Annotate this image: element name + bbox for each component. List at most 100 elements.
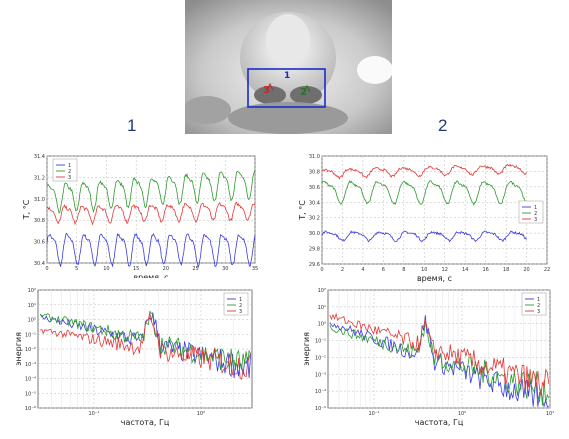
series-line-2 [329,320,550,406]
x-tick-label: 10 [103,266,109,272]
y-tick-label: 10⁻² [315,355,326,361]
x-tick-label: 16 [482,267,488,273]
panel-label-2: 2 [438,116,448,135]
x-tick-label: 5 [75,266,78,272]
legend-label-2: 2 [534,211,537,217]
y-tick-label: 31.0 [34,197,45,203]
y-tick-label: 10⁻¹ [315,339,326,345]
y-tick-label: 10¹ [28,303,36,309]
y-tick-label: 10⁰ [28,318,36,324]
series-line-2 [46,169,256,214]
x-tick-label: 10¹ [546,411,554,417]
y-tick-label: 29.8 [309,247,320,253]
legend-box [223,292,249,316]
series-line-3 [329,312,550,395]
legend-label-2: 2 [239,303,242,309]
y-axis-label: энергия [14,332,23,366]
y-axis-label: T, °C [298,200,307,221]
series-line-2 [39,310,251,371]
legend-label-1: 1 [534,205,537,211]
thermal-image: 1 3 2 [185,0,392,134]
y-tick-label: 10² [28,288,36,294]
roi-label: 1 [284,71,290,81]
y-tick-label: 10⁻⁵ [315,406,326,412]
y-tick-label: 30.4 [34,261,45,267]
x-tick-label: 12 [442,267,448,273]
legend-label-1: 1 [68,163,71,169]
chart-temperature-right: 29.6 29.8 30.0 30.2 30.4 30.6 30.8 31.0 0 2 4 6 8 10 1… [298,154,550,283]
chart-temperature-left: 30.4 30.6 30.8 31.0 31.2 31.4 0 5 10 15 20 25 30 35 вр… [22,154,258,278]
point-2-label: 2 [300,87,307,98]
y-tick-label: 10⁻⁴ [315,389,326,395]
chart-spectrum-left: 10⁻⁶ 10⁻⁵ 10⁻⁴ 10⁻³ 10⁻² 10⁻¹ 10⁰ 10¹ 10² 10⁻¹ 10⁰… [14,288,253,427]
panel-label-1: 1 [127,116,137,135]
legend-label-2: 2 [537,303,540,309]
y-tick-label: 30.8 [309,169,320,175]
y-tick-label: 31.0 [309,154,320,160]
series-line-3 [47,201,256,226]
point-3-label: 3 [263,85,270,96]
y-tick-label: 30.4 [309,200,320,206]
x-tick-label: 6 [382,267,385,273]
thermal-image-drawing: 1 3 2 [185,0,392,134]
y-tick-label: 31.2 [34,175,45,181]
legend-box [518,200,544,224]
x-tick-label: 30 [222,266,228,272]
y-tick-label: 10⁻⁴ [25,377,36,383]
x-tick-label: 22 [544,267,550,273]
y-tick-label: 30.8 [34,218,45,224]
x-tick-label: 0 [320,267,323,273]
x-tick-label: 20 [523,267,529,273]
x-tick-label: 10⁻¹ [369,411,380,417]
series-line-1 [46,232,256,269]
x-tick-label: 0 [45,266,48,272]
x-tick-label: 10⁰ [197,411,205,417]
legend-label-1: 1 [239,297,242,303]
legend-label-3: 3 [537,309,540,315]
y-tick-label: 30.6 [34,240,45,246]
x-tick-label: 35 [252,266,258,272]
x-axis-label: время, с [417,274,452,283]
x-tick-label: 25 [192,266,198,272]
y-tick-label: 30.6 [309,185,320,191]
legend-label-3: 3 [68,175,71,181]
y-tick-label: 31.4 [34,154,45,160]
series-line-3 [40,312,251,381]
y-tick-label: 10⁻³ [315,372,326,378]
y-tick-label: 10⁻¹ [25,332,36,338]
x-axis-label: время, с [133,273,168,278]
y-tick-label: 10⁻² [25,347,36,353]
plot-area [46,155,256,264]
x-tick-label: 10⁰ [458,411,466,417]
x-tick-label: 4 [361,267,364,273]
legend-box [521,292,547,316]
series-line-2 [321,180,527,206]
plot-area [321,155,548,265]
series-line-1 [321,230,527,243]
x-tick-label: 15 [133,266,139,272]
legend-box [52,158,78,182]
x-axis-label: частота, Гц [415,418,464,427]
y-tick-label: 10⁰ [318,322,326,328]
plot-area [327,289,551,409]
y-tick-label: 30.0 [309,231,320,237]
legend-label-3: 3 [534,217,537,223]
y-axis-label: T, °C [22,199,31,220]
legend-label-2: 2 [68,169,71,175]
x-tick-label: 14 [462,267,468,273]
y-tick-label: 29.6 [309,262,320,268]
y-axis-label: энергия [302,332,311,366]
legend-label-3: 3 [239,309,242,315]
series-line-3 [321,163,527,180]
x-tick-label: 10⁻¹ [88,411,99,417]
y-tick-label: 10⁻³ [25,362,36,368]
x-tick-label: 20 [163,266,169,272]
y-tick-label: 10⁻⁵ [25,391,36,397]
x-tick-label: 10 [421,267,427,273]
y-tick-label: 10⁻⁶ [25,406,36,412]
x-tick-label: 18 [503,267,509,273]
roi-rectangle [247,68,326,108]
series-line-1 [329,315,549,408]
y-tick-label: 10¹ [318,305,326,311]
y-tick-label: 30.2 [309,216,320,222]
